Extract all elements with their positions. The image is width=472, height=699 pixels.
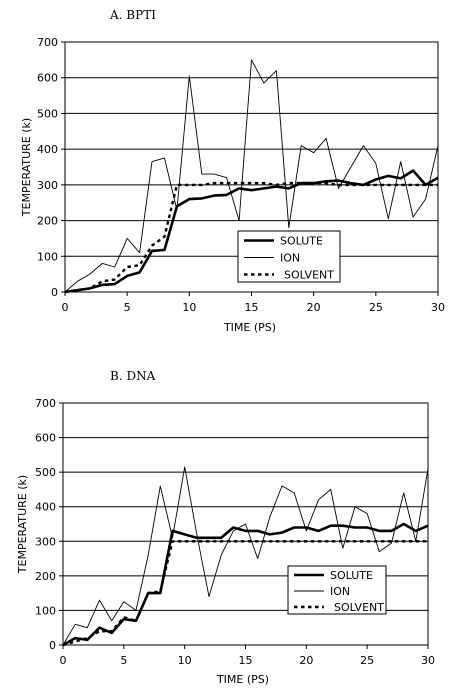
series-line-solvent: [64, 181, 438, 294]
y-tick-label: 500: [37, 107, 58, 120]
legend-label-solvent: SOLVENT: [284, 269, 334, 282]
x-tick-label: 20: [299, 654, 313, 667]
legend-label-ion: ION: [330, 585, 350, 598]
y-tick-label: 100: [35, 604, 56, 617]
legend-label-solute: SOLUTE: [330, 569, 373, 582]
x-axis-label: TIME (PS): [216, 673, 269, 686]
y-tick-label: 0: [51, 286, 58, 299]
x-tick-label: 10: [178, 654, 192, 667]
x-tick-label: 15: [245, 301, 259, 314]
series-line-ion: [62, 466, 429, 646]
chart-1: 0 100 200 300 400 500 600 700 0 5 10 15 20 25 30 A. BPT…: [20, 8, 445, 334]
y-tick-label: 400: [35, 501, 56, 514]
y-tick-label: 700: [35, 397, 56, 410]
y-tick-label: 0: [49, 639, 56, 652]
y-tick-label: 200: [37, 215, 58, 228]
x-tick-label: 30: [421, 654, 435, 667]
y-axis-label: TEMPERATURE (k): [20, 118, 33, 217]
legend: SOLUTE ION SOLVENT: [237, 230, 341, 283]
plot-area: [64, 41, 439, 293]
chart-2: 0 100 200 300 400 500 600 700 0 5 10 15 20 25 30 B. DNA…: [16, 369, 435, 686]
x-tick-label: 25: [369, 301, 383, 314]
series-line-solute: [64, 169, 439, 294]
x-tick-label: 5: [124, 301, 131, 314]
x-tick-label: 5: [120, 654, 127, 667]
y-tick-label: 200: [35, 570, 56, 583]
x-tick-label: 15: [239, 654, 253, 667]
x-tick-label: 0: [62, 301, 69, 314]
x-tick-label: 25: [360, 654, 374, 667]
y-tick-label: 600: [35, 432, 56, 445]
x-axis-label: TIME (PS): [223, 321, 276, 334]
y-tick-label: 300: [35, 535, 56, 548]
chart-title: A. BPTI: [109, 8, 156, 22]
y-tick-label: 300: [37, 179, 58, 192]
y-tick-label: 500: [35, 466, 56, 479]
x-tick-label: 30: [431, 301, 445, 314]
series-line-ion: [64, 59, 439, 293]
y-axis-label: TEMPERATURE (k): [16, 475, 29, 574]
legend: SOLUTE ION SOLVENT: [287, 565, 387, 615]
legend-label-ion: ION: [280, 252, 300, 265]
chart-title: B. DNA: [110, 369, 156, 383]
y-tick-label: 400: [37, 143, 58, 156]
plot-area: [62, 402, 429, 646]
y-tick-label: 600: [37, 72, 58, 85]
x-tick-label: 0: [60, 654, 67, 667]
x-tick-label: 10: [182, 301, 196, 314]
legend-label-solute: SOLUTE: [280, 235, 323, 248]
y-tick-label: 100: [37, 250, 58, 263]
x-tick-label: 20: [307, 301, 321, 314]
y-tick-label: 700: [37, 36, 58, 49]
legend-label-solvent: SOLVENT: [334, 601, 384, 614]
series-line-solvent: [62, 540, 428, 647]
series-line-solute: [62, 522, 429, 647]
